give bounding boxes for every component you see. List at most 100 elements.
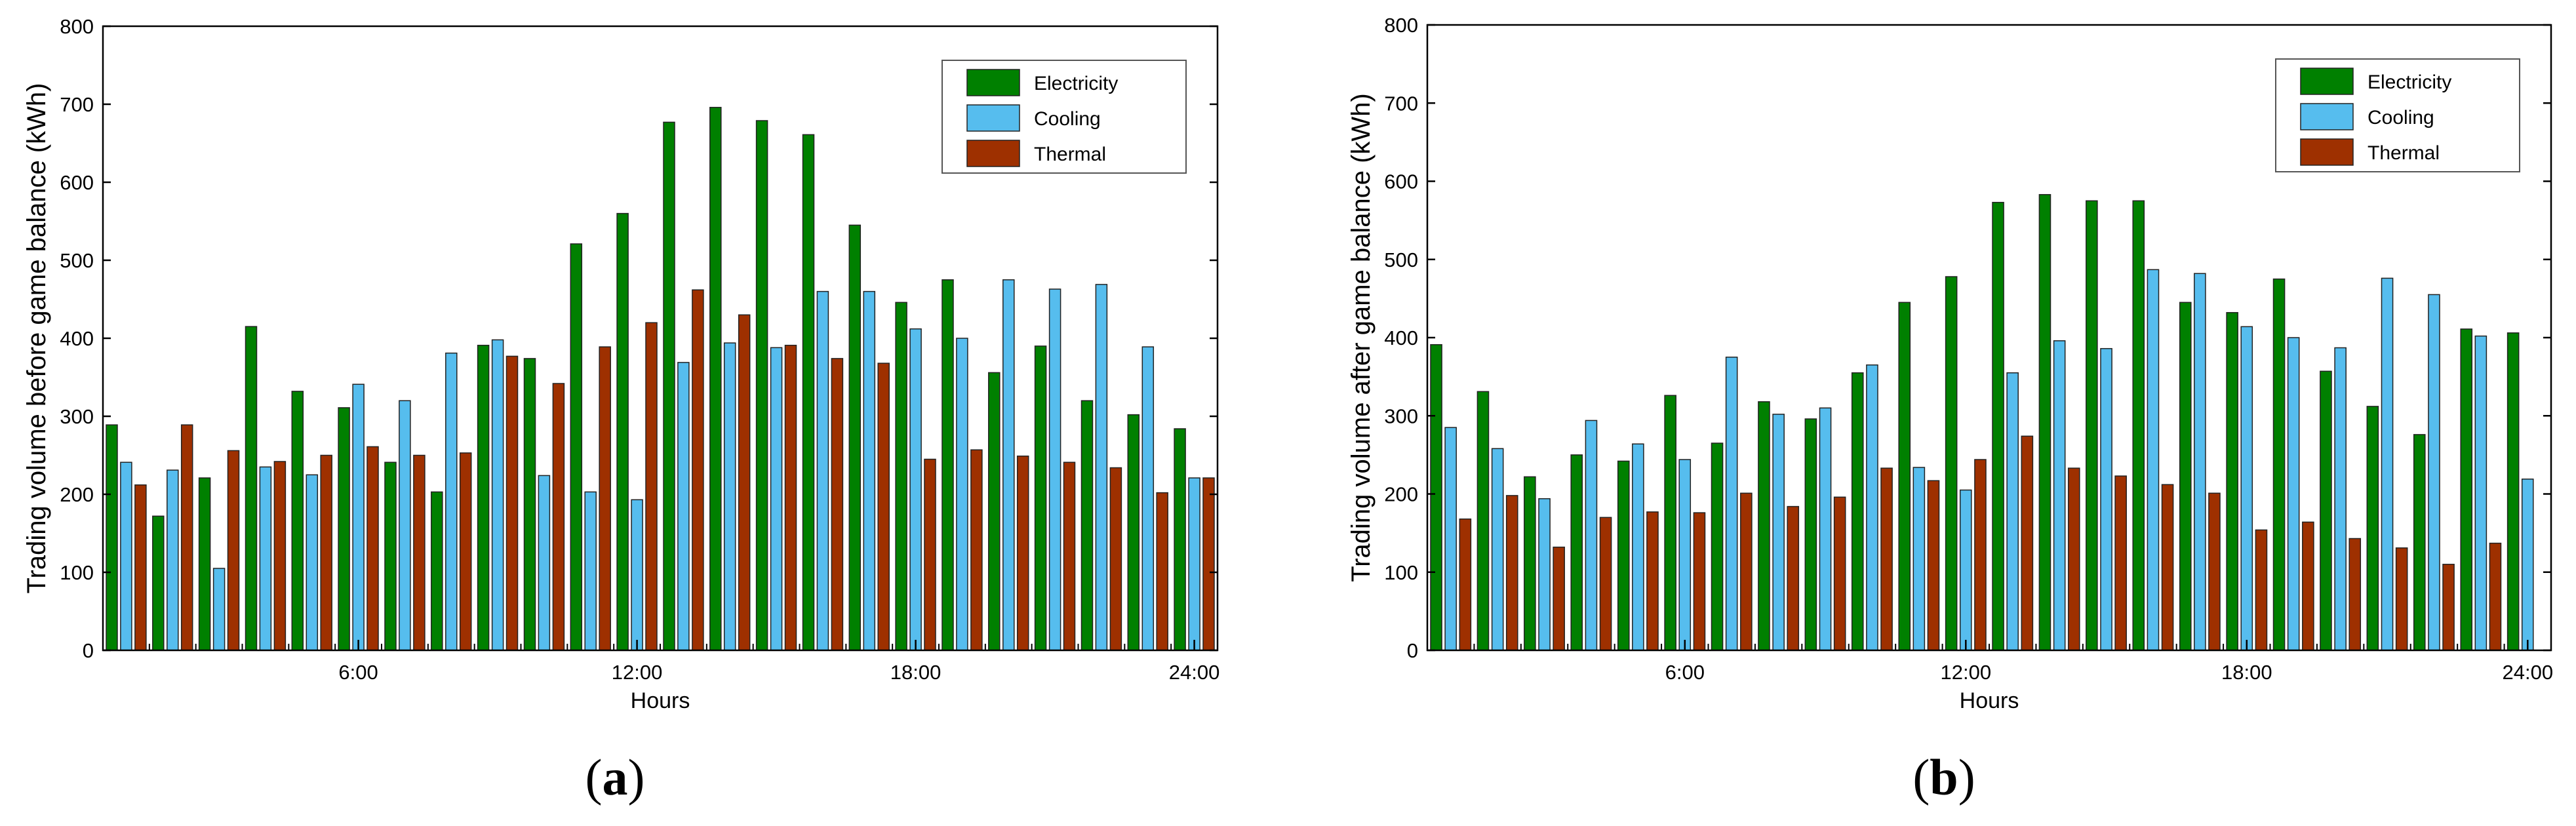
- bar-thermal-h12: [645, 322, 658, 651]
- bar-electricity-h10: [1851, 372, 1864, 651]
- y-tick-label: 200: [60, 483, 94, 506]
- bar-electricity-h5: [291, 391, 304, 651]
- bar-cooling-h6: [1678, 459, 1692, 651]
- bar-thermal-h6: [367, 446, 379, 651]
- bar-electricity-h11: [1898, 302, 1911, 651]
- bar-thermal-h3: [227, 450, 240, 651]
- bar-electricity-h21: [2366, 406, 2379, 651]
- bar-thermal-h14: [2067, 467, 2080, 651]
- caption-b-letter: b: [1930, 749, 1958, 806]
- bar-thermal-h2: [180, 424, 193, 651]
- bar-thermal-h12: [1974, 459, 1987, 651]
- bar-cooling-h22: [1095, 284, 1108, 651]
- bar-electricity-h3: [198, 477, 211, 651]
- bar-thermal-h10: [552, 383, 565, 651]
- x-tick-label: 12:00: [1941, 661, 1992, 684]
- bar-cooling-h8: [1772, 414, 1785, 651]
- bar-thermal-h18: [2255, 529, 2268, 651]
- legend-swatch-electricity: [966, 69, 1020, 96]
- bar-electricity-h6: [1664, 395, 1676, 651]
- y-tick-label: 500: [60, 249, 94, 272]
- bar-thermal-h10: [1880, 467, 1893, 651]
- bar-cooling-h4: [1585, 420, 1598, 651]
- bar-cooling-h14: [723, 342, 736, 651]
- bar-cooling-h8: [445, 352, 458, 651]
- bar-thermal-h19: [970, 449, 983, 651]
- bar-electricity-h19: [941, 279, 954, 651]
- bar-electricity-h17: [848, 224, 862, 651]
- y-axis: 0 100 200 300 400 500 600 700 800: [60, 15, 1218, 662]
- bar-thermal-h16: [2161, 484, 2174, 651]
- bar-thermal-h3: [1553, 546, 1565, 651]
- bar-cooling-h14: [2053, 340, 2066, 651]
- legend: Electricity Cooling Thermal: [2275, 58, 2520, 172]
- bar-thermal-h4: [273, 461, 287, 651]
- bar-thermal-h23: [1156, 492, 1168, 651]
- bar-cooling-h24: [1188, 477, 1200, 651]
- bar-cooling-h17: [863, 290, 876, 651]
- legend-label-cooling: Cooling: [1034, 108, 1101, 130]
- bar-electricity-h2: [1476, 391, 1490, 651]
- bar-electricity-h8: [431, 491, 443, 651]
- bar-thermal-h20: [1016, 455, 1029, 651]
- bar-cooling-h2: [167, 469, 179, 651]
- bar-thermal-h11: [599, 346, 611, 651]
- bar-thermal-h4: [1599, 517, 1612, 651]
- bar-electricity-h2: [152, 515, 165, 651]
- bar-electricity-h4: [245, 326, 258, 651]
- x-tick-label: 24:00: [2503, 661, 2554, 684]
- bar-thermal-h7: [413, 454, 426, 651]
- bar-thermal-h17: [2208, 492, 2221, 651]
- bar-cooling-h11: [1912, 467, 1926, 651]
- bar-cooling-h16: [2147, 269, 2160, 651]
- caption-b: (b): [1912, 749, 1975, 806]
- bar-electricity-h15: [2086, 200, 2098, 651]
- bar-electricity-h13: [663, 121, 675, 651]
- legend-swatch-cooling: [966, 104, 1020, 132]
- y-tick-label: 600: [60, 171, 94, 194]
- y-tick-label: 0: [1407, 639, 1418, 662]
- bar-cooling-h22: [2428, 294, 2440, 651]
- bar-thermal-h20: [2348, 538, 2362, 651]
- bar-thermal-h23: [2489, 542, 2502, 651]
- bar-thermal-h19: [2302, 521, 2314, 651]
- x-tick-label: 6:00: [1665, 661, 1705, 684]
- y-tick-label: 400: [1384, 326, 1418, 349]
- legend-swatch-thermal: [2300, 138, 2354, 166]
- bar-electricity-h22: [2413, 434, 2426, 651]
- bar-cooling-h2: [1491, 448, 1504, 651]
- bar-cooling-h19: [956, 338, 968, 651]
- x-tick-label: 24:00: [1169, 661, 1220, 684]
- bar-cooling-h9: [491, 339, 504, 651]
- bar-electricity-h9: [1804, 418, 1817, 651]
- bar-cooling-h7: [1725, 357, 1738, 651]
- bar-electricity-h23: [2460, 328, 2473, 651]
- legend-label-thermal: Thermal: [1034, 144, 1106, 165]
- bar-cooling-h6: [352, 384, 365, 651]
- bar-cooling-h13: [2006, 372, 2019, 651]
- bar-cooling-h18: [909, 328, 922, 651]
- bar-thermal-h9: [505, 355, 519, 651]
- bar-electricity-h5: [1617, 460, 1630, 651]
- bar-cooling-h5: [306, 474, 319, 651]
- bar-electricity-h22: [1080, 400, 1094, 651]
- caption-a-letter: a: [603, 749, 628, 806]
- bar-cooling-h16: [816, 290, 829, 651]
- bar-thermal-h13: [2021, 435, 2034, 651]
- y-tick-label: 800: [60, 15, 94, 38]
- bar-electricity-h1: [1430, 344, 1442, 651]
- bar-electricity-h8: [1758, 401, 1770, 651]
- bar-thermal-h5: [1646, 511, 1659, 651]
- x-tick-label: 18:00: [890, 661, 941, 684]
- y-tick-label: 0: [83, 639, 94, 662]
- bar-thermal-h24: [1202, 477, 1215, 651]
- bar-cooling-h3: [1538, 498, 1551, 651]
- bar-cooling-h21: [1048, 288, 1061, 651]
- bar-thermal-h8: [459, 452, 472, 651]
- legend-label-thermal: Thermal: [2368, 142, 2440, 164]
- bar-cooling-h19: [2287, 337, 2300, 651]
- legend-label-electricity: Electricity: [1034, 73, 1118, 94]
- y-tick-label: 600: [1384, 170, 1418, 193]
